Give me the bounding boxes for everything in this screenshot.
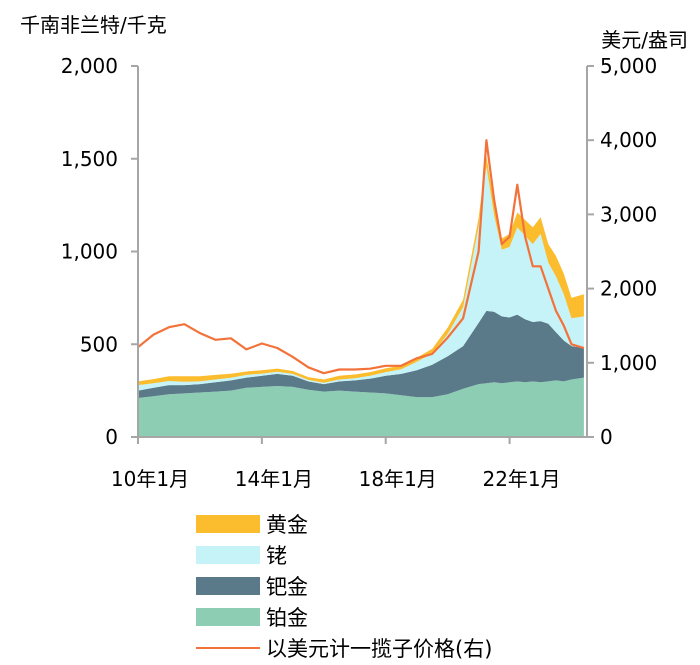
area-series-platinum xyxy=(138,377,584,437)
right-tick-label: 2,000 xyxy=(600,277,657,301)
left-tick-label: 2,000 xyxy=(61,54,118,78)
chart-plot: 千南非兰特/千克 美元/盎司 0 500 1,000 1,500 2,000 0 1,000… xyxy=(20,13,688,491)
right-tick-label: 1,000 xyxy=(600,351,657,375)
left-tick-label: 1,500 xyxy=(61,147,118,171)
right-tick-label: 0 xyxy=(600,425,613,449)
legend-label-rhodium: 铑 xyxy=(266,544,287,568)
legend-label-palladium: 钯金 xyxy=(266,575,308,599)
x-tick-label: 18年1月 xyxy=(359,467,437,491)
legend-label-gold: 黄金 xyxy=(266,513,308,537)
x-tick-label: 10年1月 xyxy=(111,467,189,491)
x-tick-label: 22年1月 xyxy=(482,467,560,491)
right-tick-label: 3,000 xyxy=(600,202,657,226)
right-tick-label: 4,000 xyxy=(600,128,657,152)
legend-swatch-platinum xyxy=(196,608,260,626)
legend-label-basket-price: 以美元计一揽子价格(右) xyxy=(266,637,493,661)
left-tick-label: 0 xyxy=(105,425,118,449)
left-axis-unit: 千南非兰特/千克 xyxy=(20,13,167,37)
axes xyxy=(131,65,594,444)
legend-swatch-basket-price xyxy=(196,647,260,649)
area-series-palladium xyxy=(138,310,584,398)
right-tick-label: 5,000 xyxy=(600,54,657,78)
left-tick-label: 500 xyxy=(80,332,118,356)
legend-swatch-rhodium xyxy=(196,546,260,564)
legend-swatch-palladium xyxy=(196,577,260,595)
tick-labels: 0 500 1,000 1,500 2,000 0 1,000 2,000 3,000 4,000… xyxy=(61,54,658,491)
legend-label-platinum: 铂金 xyxy=(266,606,308,630)
x-tick-label: 14年1月 xyxy=(235,467,313,491)
legend-swatch-gold xyxy=(196,515,260,533)
stacked-areas xyxy=(138,156,584,437)
left-tick-label: 1,000 xyxy=(61,240,118,264)
area-series-rhodium xyxy=(138,166,584,391)
right-axis-unit: 美元/盎司 xyxy=(601,28,688,52)
price-line-series xyxy=(137,139,585,375)
